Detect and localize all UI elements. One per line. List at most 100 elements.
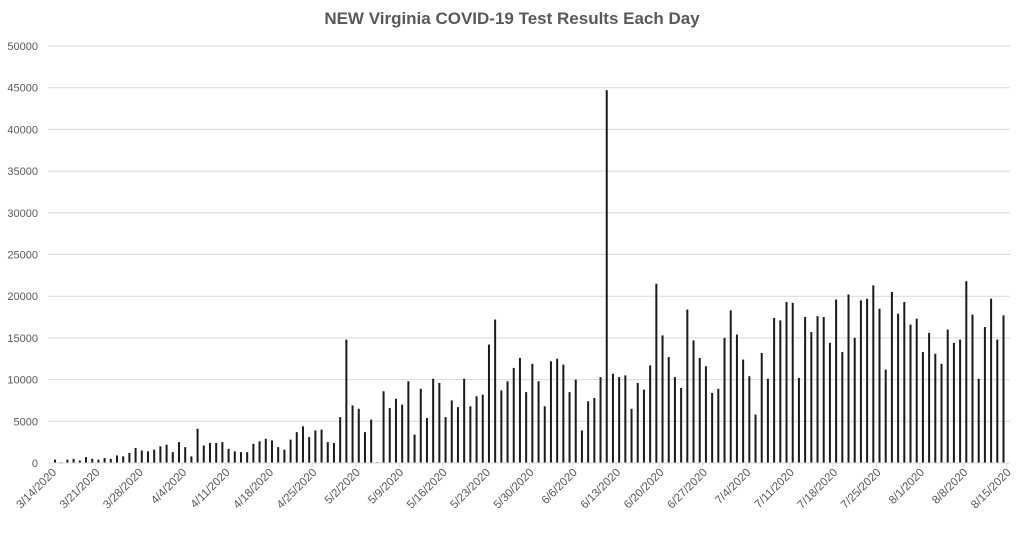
bar	[748, 376, 751, 463]
bar	[332, 442, 335, 463]
bar	[91, 458, 94, 463]
x-tick-label: 4/11/2020	[189, 467, 233, 511]
bar	[909, 324, 912, 463]
bar	[618, 377, 621, 463]
y-tick-label: 25000	[7, 250, 38, 262]
bar	[779, 320, 782, 463]
x-tick-label: 3/21/2020	[58, 467, 103, 512]
y-axis-ticks: 0 5000 10000 15000 20000 25000 30000 35000 40000…	[7, 41, 38, 470]
bar	[946, 329, 949, 463]
x-tick-label: 6/13/2020	[579, 467, 624, 512]
bar	[717, 388, 720, 463]
y-tick-label: 45000	[7, 83, 38, 95]
bar	[494, 319, 497, 463]
bar	[401, 404, 404, 463]
bar	[320, 429, 323, 463]
x-tick-label: 8/15/2020	[969, 467, 1014, 512]
bar	[270, 440, 273, 463]
bar	[649, 365, 652, 463]
bar	[370, 419, 373, 463]
bar	[791, 302, 794, 463]
bar	[872, 285, 875, 463]
x-tick-label: 7/4/2020	[713, 467, 753, 507]
bar	[115, 455, 118, 463]
bar	[432, 378, 435, 463]
bar	[326, 442, 329, 463]
bar	[122, 456, 125, 463]
x-tick-label: 6/27/2020	[665, 467, 710, 512]
x-tick-label: 4/18/2020	[231, 467, 276, 512]
bar	[729, 310, 732, 463]
x-tick-label: 5/9/2020	[366, 467, 406, 507]
bar	[518, 357, 521, 463]
bar	[704, 366, 707, 463]
bar	[766, 378, 769, 463]
bar	[444, 417, 447, 463]
bar	[543, 406, 546, 463]
bar	[394, 398, 397, 463]
bar	[593, 397, 596, 463]
bar	[153, 449, 156, 463]
bar	[159, 446, 162, 463]
bar	[940, 363, 943, 463]
bar	[680, 387, 683, 463]
x-tick-label: 3/28/2020	[101, 467, 146, 512]
bar	[184, 447, 187, 463]
bar	[463, 378, 466, 463]
bar	[742, 359, 745, 463]
bar	[915, 318, 918, 463]
bar	[339, 417, 342, 463]
bar	[537, 381, 540, 463]
chart-title: NEW Virginia COVID-19 Test Results Each …	[324, 9, 700, 28]
bar	[580, 430, 583, 463]
bar	[952, 342, 955, 463]
bar	[469, 406, 472, 463]
bar	[903, 302, 906, 463]
bar	[525, 392, 528, 463]
bar	[258, 441, 261, 463]
bar	[599, 377, 602, 463]
bar	[221, 442, 224, 463]
bar	[859, 300, 862, 463]
bar	[103, 458, 106, 463]
bar	[835, 299, 838, 463]
bar	[295, 432, 298, 463]
bar	[487, 344, 490, 463]
bar	[165, 444, 168, 463]
bar	[897, 313, 900, 463]
bar	[407, 381, 410, 463]
bar	[512, 367, 515, 463]
x-tick-label: 4/4/2020	[149, 467, 189, 507]
bar	[215, 442, 218, 463]
bar	[866, 298, 869, 463]
y-tick-label: 5000	[14, 416, 38, 428]
bar	[190, 456, 193, 463]
bar	[252, 443, 255, 463]
bar	[351, 405, 354, 463]
bar	[208, 442, 211, 463]
y-tick-label: 30000	[7, 208, 38, 220]
bar	[828, 342, 831, 463]
bar	[97, 459, 100, 463]
y-tick-label: 10000	[7, 375, 38, 387]
bar	[977, 378, 980, 463]
bar	[357, 408, 360, 463]
bar	[692, 340, 695, 463]
bar	[413, 434, 416, 463]
bar	[425, 417, 428, 463]
bar	[971, 314, 974, 463]
bar	[878, 308, 881, 463]
bar	[723, 337, 726, 463]
bar	[959, 339, 962, 463]
bar	[996, 339, 999, 463]
bar	[921, 352, 924, 463]
x-tick-label: 4/25/2020	[275, 467, 320, 512]
x-tick-label: 5/16/2020	[405, 467, 450, 512]
bar	[773, 317, 776, 463]
bar	[363, 432, 366, 463]
x-tick-label: 7/18/2020	[796, 467, 841, 512]
bar	[500, 390, 503, 463]
x-tick-label: 3/14/2020	[14, 467, 59, 512]
